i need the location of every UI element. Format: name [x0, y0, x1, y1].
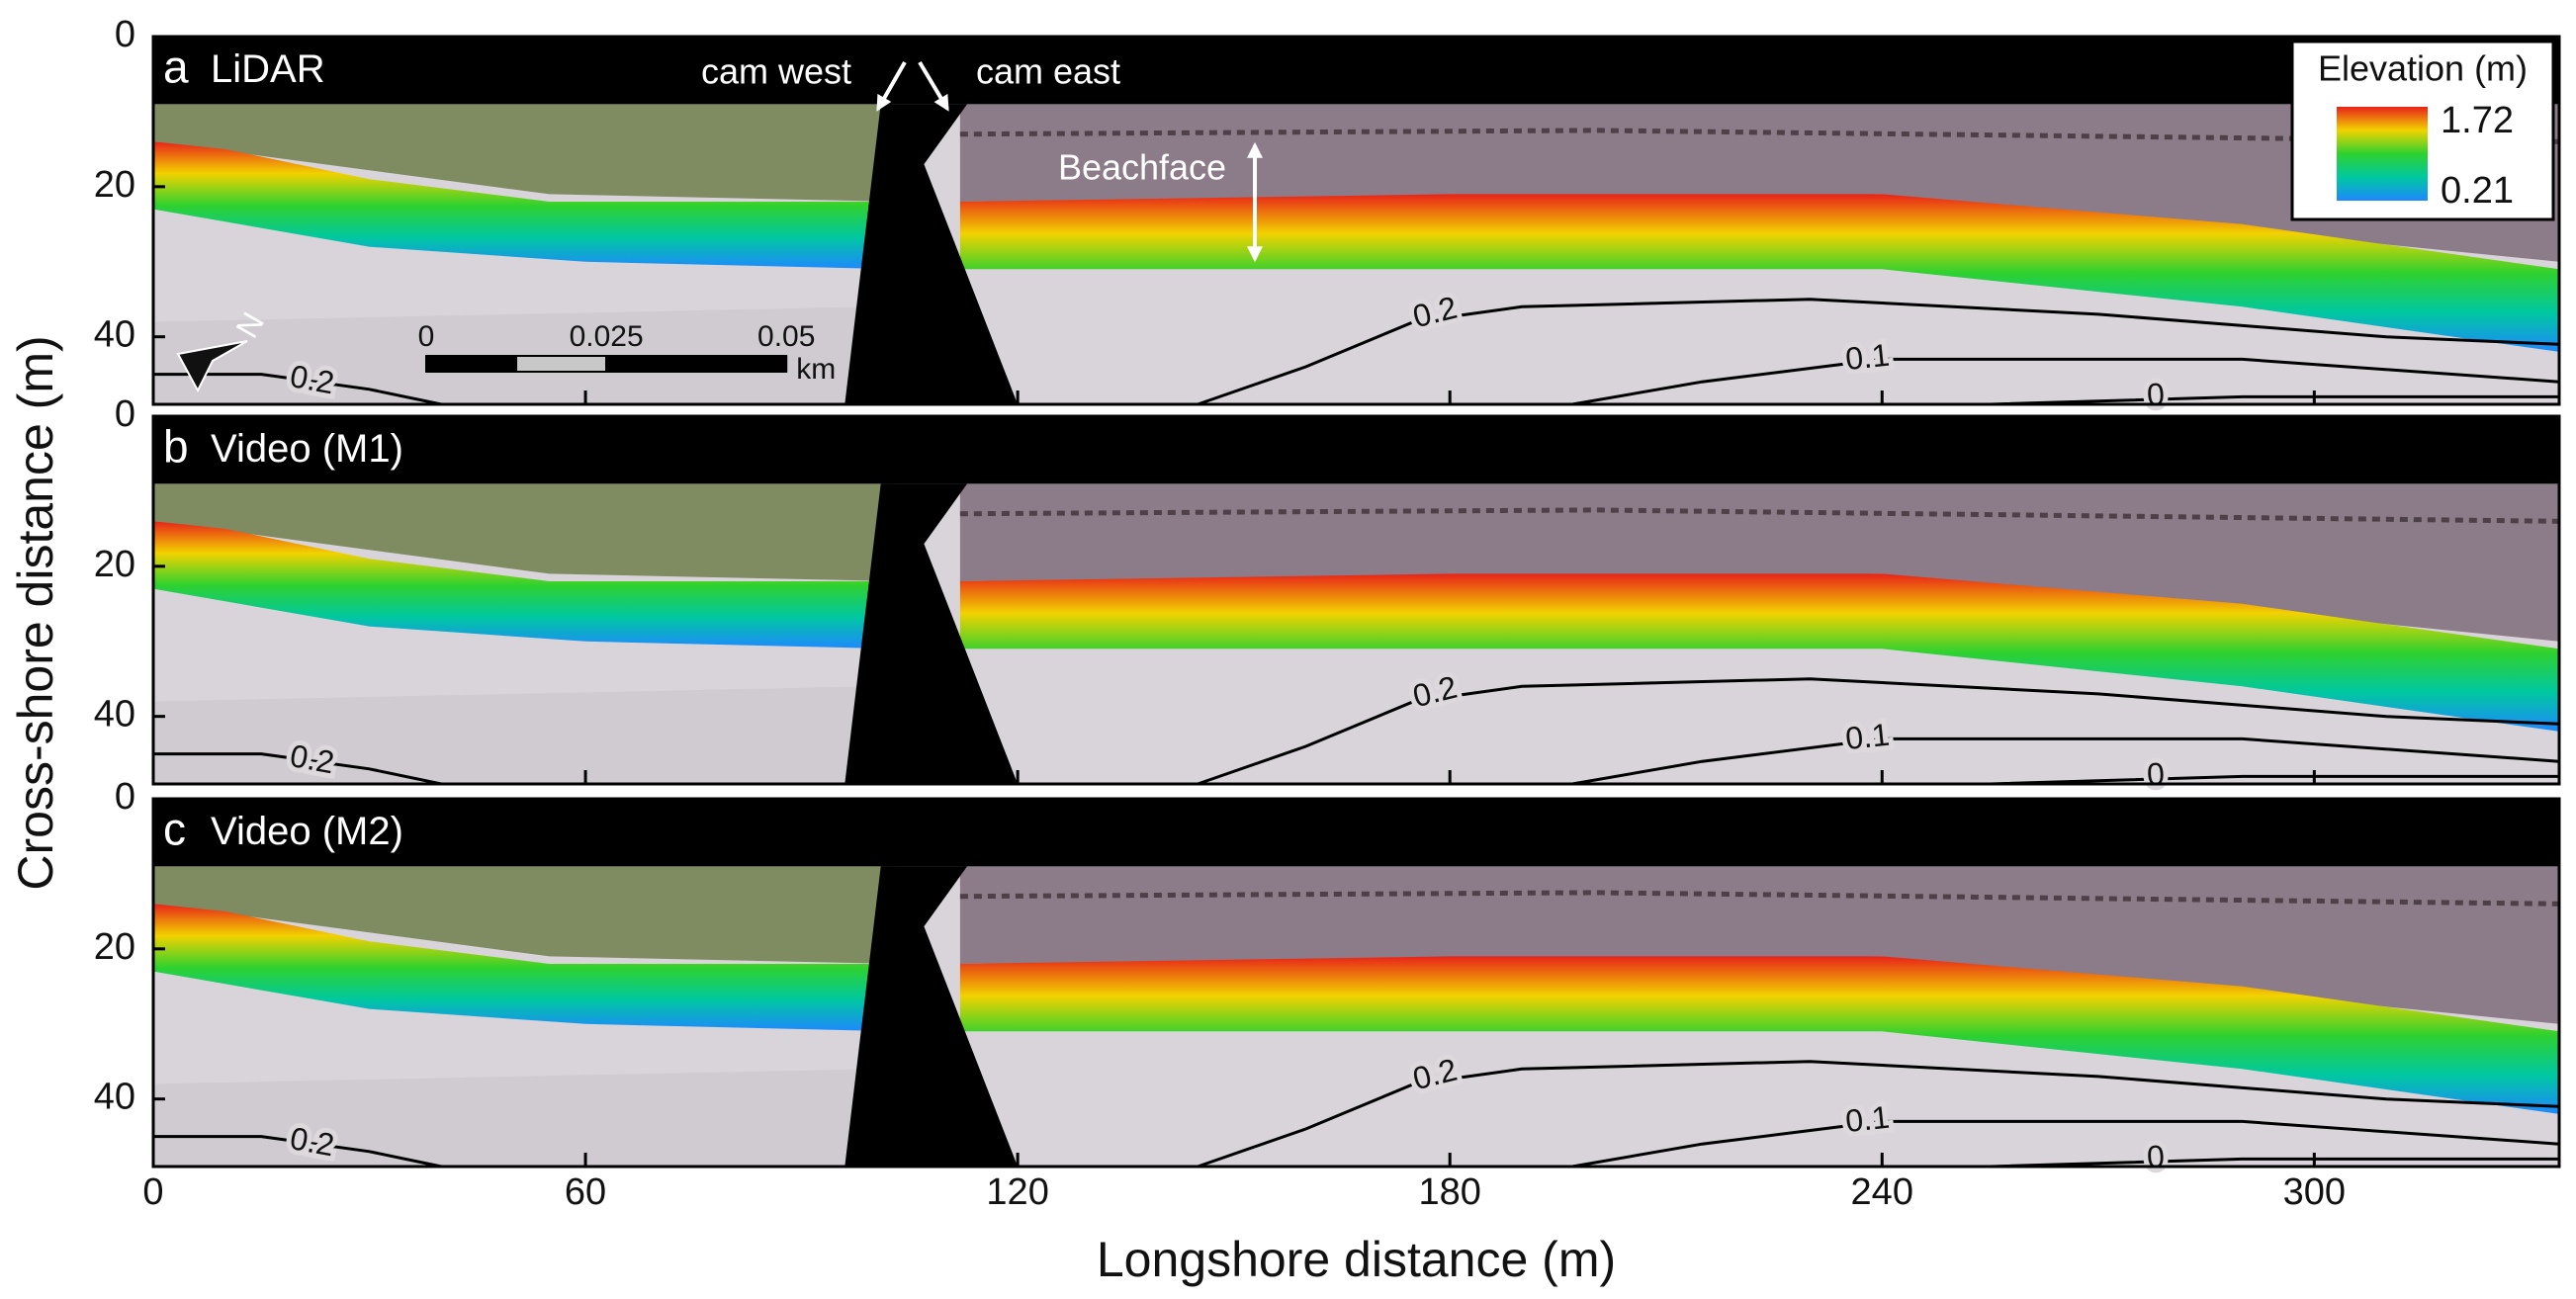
- scale-bar-segment: [605, 355, 788, 373]
- panel-letter: b: [163, 420, 189, 472]
- colorbar: [2337, 107, 2428, 201]
- contour-line: [153, 373, 442, 406]
- contour-label: 0.1: [1843, 717, 1891, 756]
- panel-frame: [151, 797, 2561, 1169]
- top-band: [153, 37, 2559, 105]
- y-tick-label: 40: [94, 694, 135, 736]
- beachface-west: [153, 904, 896, 1032]
- colorbar-title: Elevation (m): [2318, 48, 2528, 89]
- panel-letter: a: [163, 41, 189, 92]
- panel-letter: c: [163, 803, 186, 854]
- upper-beach: [959, 866, 2559, 1024]
- wrack-line: [959, 890, 2560, 907]
- y-axis-label: Cross-shore distance (m): [8, 335, 63, 890]
- colorbar-min: 0.21: [2441, 170, 2514, 212]
- y-tick-label: 40: [94, 1077, 135, 1118]
- north-arrow: [176, 340, 248, 393]
- beachface-label: Beachface: [1058, 147, 1226, 188]
- panel-frame: [151, 414, 2561, 786]
- upper-beach: [959, 483, 2559, 642]
- y-tick-label: 0: [115, 776, 135, 818]
- contour-line: [1197, 298, 2560, 406]
- beachface-east: [959, 956, 2559, 1114]
- contour-line: [153, 752, 442, 786]
- x-tick-label: 120: [986, 1171, 1048, 1213]
- cam-east-arrow: [918, 60, 949, 112]
- x-tick-label: 60: [565, 1171, 606, 1213]
- y-tick-label: 20: [94, 544, 135, 585]
- scale-bar-label: 0.025: [570, 320, 644, 353]
- colorbar-max: 1.72: [2441, 100, 2514, 141]
- beachface-west: [153, 521, 896, 650]
- contour-label: 0.2: [288, 737, 337, 780]
- panel-title: Video (M2): [211, 810, 403, 853]
- camera-wedge: [844, 483, 1019, 784]
- x-axis-label: Longshore distance (m): [1097, 1232, 1616, 1287]
- top-band: [153, 799, 2559, 867]
- scale-bar-segment: [425, 355, 518, 373]
- contour-line: [1571, 736, 2560, 786]
- scale-bar-unit: km: [796, 353, 836, 386]
- y-tick-label: 0: [115, 393, 135, 435]
- lower-sand: [153, 686, 874, 784]
- camera-wedge: [844, 104, 1019, 405]
- wrack-line: [959, 507, 2560, 524]
- lower-sand: [153, 1069, 874, 1167]
- contour-line: [1990, 394, 2559, 406]
- wrack-line: [959, 128, 2560, 144]
- contour-line: [153, 1135, 442, 1169]
- scale-bar-segment: [515, 355, 608, 373]
- contour-line: [1197, 1060, 2560, 1169]
- y-tick-label: 20: [94, 164, 135, 206]
- contour-label: 0.1: [1843, 1099, 1891, 1139]
- contour-line: [1571, 1119, 2560, 1169]
- y-tick-label: 40: [94, 314, 135, 356]
- beachface-east: [959, 573, 2559, 732]
- contour-label: 0.2: [288, 1120, 337, 1163]
- x-tick-label: 300: [2283, 1171, 2346, 1213]
- x-tick-label: 180: [1418, 1171, 1480, 1213]
- y-tick-label: 0: [115, 14, 135, 55]
- panel-frame: [151, 35, 2561, 406]
- beachface-west: [153, 141, 896, 270]
- x-tick-label: 0: [142, 1171, 163, 1213]
- contour-label: 0.2: [288, 358, 337, 400]
- cam-east-label: cam east: [976, 51, 1120, 92]
- contour-label: 0: [2146, 755, 2166, 792]
- top-band: [153, 416, 2559, 484]
- panel-title: LiDAR: [211, 47, 325, 91]
- camera-wedge: [844, 866, 1019, 1167]
- contour-line: [1990, 774, 2559, 786]
- cam-west-arrow: [876, 61, 907, 112]
- contour-line: [1990, 1157, 2559, 1169]
- beachface-east: [959, 194, 2559, 352]
- contour-label: 0: [2146, 1138, 2166, 1174]
- contour-line: [1571, 357, 2560, 406]
- vegetation: [153, 104, 896, 202]
- x-tick-label: 240: [1851, 1171, 1913, 1213]
- upper-beach: [959, 104, 2559, 262]
- vegetation: [153, 866, 896, 964]
- contour-label: 0.1: [1843, 337, 1891, 377]
- scale-bar-label: 0.05: [757, 320, 815, 353]
- scale-bar-label: 0: [418, 320, 435, 353]
- panel-title: Video (M1): [211, 427, 403, 471]
- vegetation: [153, 483, 896, 581]
- y-tick-label: 20: [94, 926, 135, 968]
- contour-label: 0: [2146, 376, 2166, 412]
- contour-line: [1197, 677, 2560, 786]
- cam-west-label: cam west: [701, 51, 851, 92]
